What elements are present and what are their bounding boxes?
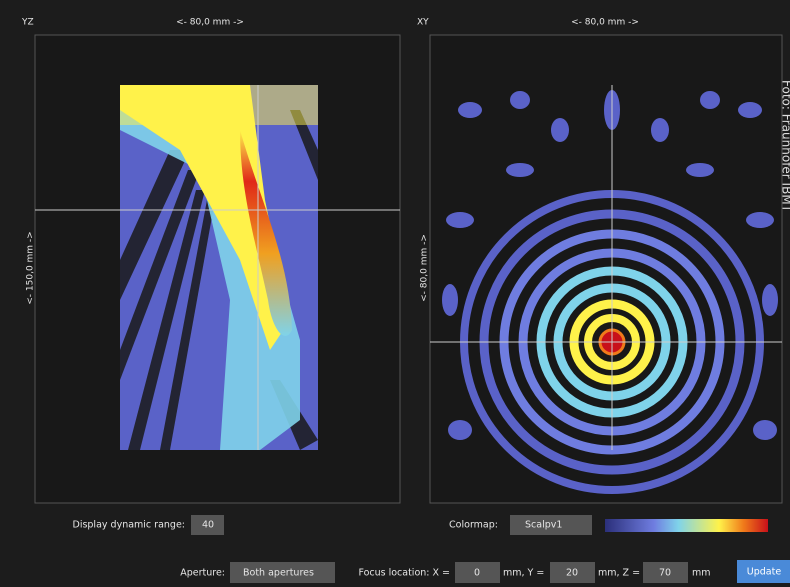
colormap-label: Colormap:: [449, 520, 498, 531]
height-label: <- 80,0 mm ->: [420, 234, 430, 302]
height-label: <- 150,0 mm ->: [26, 231, 36, 304]
dynamic-range-label: Display dynamic range:: [73, 520, 186, 531]
input-value: 0: [474, 568, 480, 579]
colorbar: [605, 519, 768, 532]
app-window: YZ <- 80,0 mm -> <- 150,0 mm -> XY <- 80…: [0, 0, 790, 583]
panel-label: XY: [417, 18, 429, 28]
focus-label: Focus location: X =: [358, 568, 450, 579]
photo-credit: Foto: Fraunhofer IBMT: [780, 80, 790, 213]
input-value: 70: [659, 568, 671, 579]
unit-label: mm: [692, 568, 711, 579]
button-label: Update: [747, 567, 782, 578]
width-label: <- 80,0 mm ->: [571, 18, 639, 28]
width-label: <- 80,0 mm ->: [176, 18, 244, 28]
y-label: mm, Y =: [503, 568, 544, 579]
dropdown-value: Both apertures: [243, 568, 314, 579]
input-value: 20: [566, 568, 578, 579]
yz-image: [120, 85, 318, 450]
aperture-label: Aperture:: [180, 568, 225, 579]
dropdown-value: Scalpv1: [525, 520, 562, 531]
panel-label: YZ: [21, 18, 34, 28]
dropdown-value: 40: [202, 520, 214, 531]
z-label: mm, Z =: [598, 568, 640, 579]
